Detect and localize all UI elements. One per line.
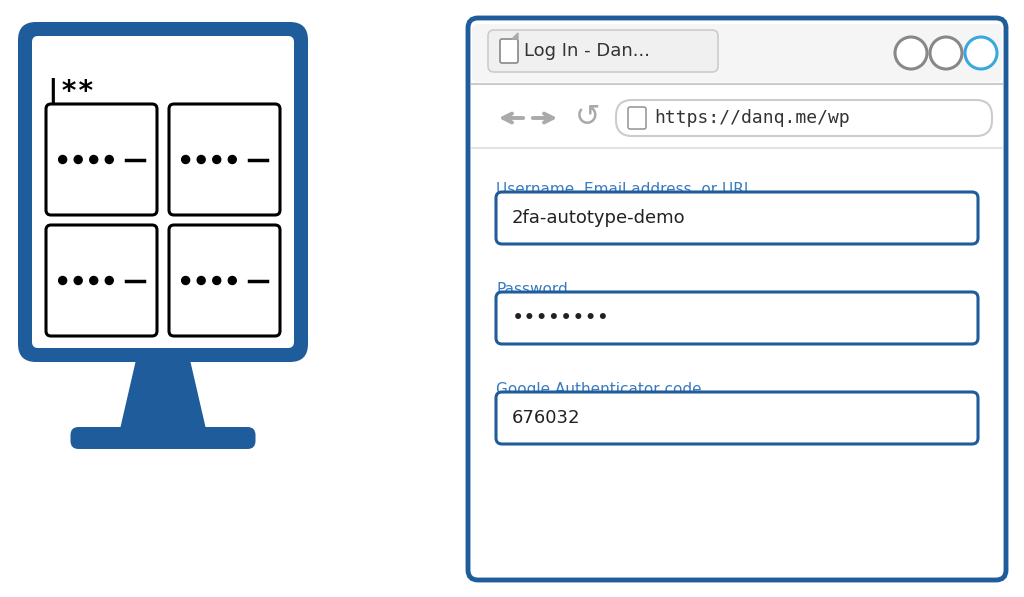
FancyBboxPatch shape xyxy=(496,392,978,444)
Polygon shape xyxy=(512,33,518,39)
Circle shape xyxy=(74,155,82,164)
Polygon shape xyxy=(121,362,206,427)
FancyBboxPatch shape xyxy=(500,39,518,63)
FancyBboxPatch shape xyxy=(169,104,280,215)
Circle shape xyxy=(198,276,205,285)
FancyBboxPatch shape xyxy=(46,225,157,336)
FancyBboxPatch shape xyxy=(496,192,978,244)
Circle shape xyxy=(965,37,997,69)
FancyBboxPatch shape xyxy=(628,107,646,129)
Text: |**: |** xyxy=(44,78,94,107)
Circle shape xyxy=(213,155,221,164)
Text: Username, Email address, or URL: Username, Email address, or URL xyxy=(496,182,753,197)
Text: Log In - Dan...: Log In - Dan... xyxy=(524,42,650,60)
Text: 676032: 676032 xyxy=(512,409,581,427)
Text: Password: Password xyxy=(496,282,567,297)
FancyBboxPatch shape xyxy=(169,225,280,336)
Circle shape xyxy=(181,155,189,164)
Circle shape xyxy=(181,276,189,285)
Circle shape xyxy=(228,155,237,164)
FancyBboxPatch shape xyxy=(18,22,308,362)
FancyBboxPatch shape xyxy=(71,427,256,449)
Text: https://danq.me/wp: https://danq.me/wp xyxy=(654,109,850,127)
FancyBboxPatch shape xyxy=(32,36,294,348)
Circle shape xyxy=(58,155,67,164)
FancyBboxPatch shape xyxy=(488,30,718,72)
Circle shape xyxy=(895,37,927,69)
Circle shape xyxy=(90,276,97,285)
Circle shape xyxy=(198,155,205,164)
FancyBboxPatch shape xyxy=(468,18,1006,580)
Circle shape xyxy=(58,276,67,285)
Circle shape xyxy=(213,276,221,285)
Text: ••••••••: •••••••• xyxy=(512,308,610,328)
Circle shape xyxy=(105,276,114,285)
Circle shape xyxy=(105,155,114,164)
FancyBboxPatch shape xyxy=(46,104,157,215)
Circle shape xyxy=(930,37,962,69)
Text: Google Authenticator code: Google Authenticator code xyxy=(496,382,701,397)
FancyBboxPatch shape xyxy=(616,100,992,136)
Text: 2fa-autotype-demo: 2fa-autotype-demo xyxy=(512,209,686,227)
FancyBboxPatch shape xyxy=(496,292,978,344)
FancyBboxPatch shape xyxy=(472,24,1002,82)
Circle shape xyxy=(74,276,82,285)
Circle shape xyxy=(228,276,237,285)
Text: ↺: ↺ xyxy=(575,103,601,133)
Circle shape xyxy=(90,155,97,164)
